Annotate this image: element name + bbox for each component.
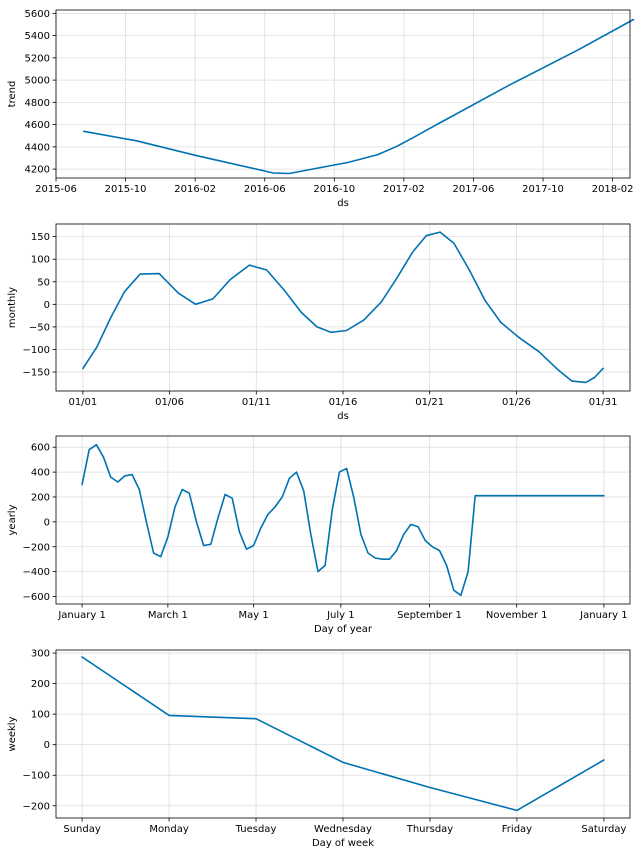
monthly-xtick-label-0: 01/01 xyxy=(68,397,97,408)
yearly-ylabel: yearly xyxy=(7,504,18,535)
weekly-xtick-label-1: Monday xyxy=(149,824,189,835)
monthly-ylabel: monthly xyxy=(7,287,18,328)
monthly-xtick-label-6: 01/31 xyxy=(589,397,618,408)
trend-ytick-label-0: 4200 xyxy=(25,165,50,176)
weekly-xtick-label-3: Wednesday xyxy=(314,824,372,835)
trend-ytick-label-7: 5600 xyxy=(25,9,50,20)
yearly-ytick-label-2: −200 xyxy=(23,542,50,553)
yearly-xtick-label-0: January 1 xyxy=(57,610,105,621)
weekly-panel: Sunday Monday Tuesday Wednesday Thursday Frid… xyxy=(7,649,631,849)
yearly-axes-frame xyxy=(55,435,631,605)
weekly-xtick-label-5: Friday xyxy=(502,824,532,835)
monthly-ytick-label-1: −100 xyxy=(23,345,50,356)
monthly-ytick-label-5: 100 xyxy=(31,255,50,266)
yearly-xtick-label-1: March 1 xyxy=(148,610,188,621)
weekly-ytick-label-4: 200 xyxy=(31,679,50,690)
trend-ytick-label-5: 5200 xyxy=(25,53,50,64)
yearly-xtick-label-5: November 1 xyxy=(486,610,548,621)
monthly-xtick-label-3: 01/16 xyxy=(329,397,358,408)
trend-ylabel: trend xyxy=(7,81,18,108)
weekly-series-line-0 xyxy=(81,656,605,812)
yearly-xlabel: Day of year xyxy=(314,624,373,635)
yearly-ytick-label-5: 400 xyxy=(31,468,50,479)
monthly-xtick-label-5: 01/26 xyxy=(502,397,531,408)
trend-ytick-label-4: 5000 xyxy=(25,76,50,87)
trend-axes-frame xyxy=(55,9,631,179)
monthly-ytick-label-0: −150 xyxy=(23,368,50,379)
monthly-ytick-label-2: −50 xyxy=(29,322,50,333)
weekly-ytick-label-5: 300 xyxy=(31,649,50,660)
trend-ytick-label-3: 4800 xyxy=(25,98,50,109)
trend-ytick-label-2: 4600 xyxy=(25,120,50,131)
weekly-xtick-label-6: Saturday xyxy=(581,824,626,835)
monthly-ytick-label-3: 0 xyxy=(44,300,50,311)
yearly-xtick-label-4: September 1 xyxy=(397,610,462,621)
trend-xtick-label-4: 2016-10 xyxy=(313,184,355,195)
yearly-panel: January 1 March 1 May 1 July 1 September 1 No… xyxy=(7,435,631,635)
trend-xtick-label-6: 2017-06 xyxy=(453,184,495,195)
yearly-series-line-0 xyxy=(81,443,605,597)
monthly-xlabel: ds xyxy=(337,411,349,422)
trend-ytick-label-6: 5400 xyxy=(25,31,50,42)
yearly-ytick-label-3: 0 xyxy=(44,517,50,528)
weekly-xlabel: Day of week xyxy=(312,838,374,849)
trend-ytick-label-1: 4400 xyxy=(25,142,50,153)
monthly-xtick-label-2: 01/11 xyxy=(242,397,271,408)
yearly-xtick-label-3: July 1 xyxy=(326,610,355,621)
trend-xtick-label-8: 2018-02 xyxy=(592,184,634,195)
monthly-xtick-label-4: 01/21 xyxy=(415,397,444,408)
trend-xtick-label-2: 2016-02 xyxy=(174,184,216,195)
weekly-xtick-label-4: Thursday xyxy=(406,824,454,835)
trend-xlabel: ds xyxy=(337,198,349,209)
weekly-ytick-label-1: −100 xyxy=(23,771,50,782)
trend-xtick-label-1: 2015-10 xyxy=(105,184,147,195)
trend-panel: 2015-06 2015-10 2016-02 2016-06 2016-10 2017-… xyxy=(7,9,635,209)
trend-xtick-label-0: 2015-06 xyxy=(35,184,77,195)
weekly-ytick-label-0: −200 xyxy=(23,801,50,812)
monthly-series-line-0 xyxy=(82,231,604,384)
yearly-xtick-label-6: January 1 xyxy=(579,610,627,621)
trend-xtick-label-7: 2017-10 xyxy=(522,184,564,195)
monthly-ytick-label-6: 150 xyxy=(31,232,50,243)
yearly-ytick-label-4: 200 xyxy=(31,492,50,503)
monthly-xtick-label-1: 01/06 xyxy=(155,397,184,408)
trend-xtick-label-3: 2016-06 xyxy=(244,184,286,195)
weekly-ytick-label-3: 100 xyxy=(31,710,50,721)
monthly-panel: 01/01 01/06 01/11 01/16 01/21 01/26 01/31 −150 −… xyxy=(7,223,631,422)
monthly-ytick-label-4: 50 xyxy=(37,277,50,288)
yearly-ytick-label-6: 600 xyxy=(31,443,50,454)
trend-series-line-0 xyxy=(83,18,635,175)
weekly-xtick-label-2: Tuesday xyxy=(235,824,277,835)
yearly-ytick-label-1: −400 xyxy=(23,567,50,578)
trend-xtick-label-5: 2017-02 xyxy=(383,184,425,195)
yearly-ytick-label-0: −600 xyxy=(23,592,50,603)
weekly-xtick-label-0: Sunday xyxy=(63,824,100,835)
yearly-xtick-label-2: May 1 xyxy=(239,610,269,621)
weekly-ytick-label-2: 0 xyxy=(44,740,50,751)
weekly-ylabel: weekly xyxy=(7,716,18,751)
